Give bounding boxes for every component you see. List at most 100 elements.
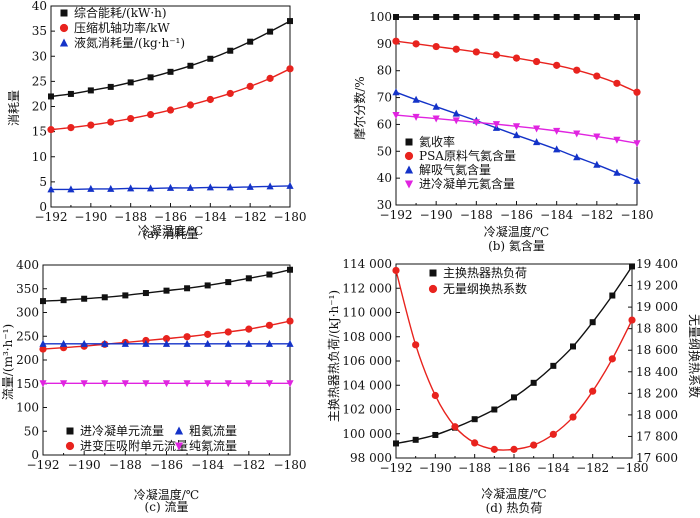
legend-label: 进冷凝单元流量 [80,423,164,438]
y2-tick-label: 19 000 [636,300,678,314]
data-point [451,423,459,431]
data-point [412,341,420,349]
data-point [59,380,68,388]
series-0 [393,14,640,20]
data-point [473,14,480,20]
y-tick-label: 30 [32,49,47,63]
data-point [39,345,47,353]
y-tick-label: 102 000 [342,403,392,417]
data-point [60,297,67,304]
data-point [452,109,460,117]
data-point [266,182,274,190]
chart-panel-d: −192 −190 −188 −186 −184 −182 −180 98 000 100 00… [327,257,700,515]
data-point [107,83,114,90]
y-tick-label: 112 000 [342,281,392,295]
x-tick-label: −192 [380,208,413,222]
x-tick-label: −184 [194,210,227,224]
data-point [452,45,460,53]
data-point [87,87,94,94]
data-point [491,406,498,413]
y-tick-label: 100 [16,401,39,415]
data-point [204,330,212,338]
y-tick-label: 50 [24,424,39,438]
data-point [204,282,211,289]
y-tick-label: 0 [39,200,47,214]
legend-marker [66,427,74,435]
data-point [142,290,149,297]
data-point [59,339,68,347]
data-point [226,183,234,191]
y-tick-label: 400 [16,258,39,272]
y-tick-label: 104 000 [342,378,392,392]
data-point [593,72,601,80]
data-point [226,89,234,98]
data-point [206,95,214,104]
data-point [512,131,521,139]
y-tick-label: 10 [32,150,47,164]
data-point [553,145,561,153]
data-point [227,47,234,54]
y-tick-label: 50 [377,144,392,158]
data-point [266,74,274,82]
data-point [532,138,541,146]
legend-label: 综合能耗/(kW·h) [74,5,167,20]
data-point [433,14,440,20]
data-point [107,184,115,192]
data-point [573,153,581,161]
data-point [392,266,400,275]
chart-panel-c: −192 −190 −188 −186 −184 −182 −180 0 50 100 150 200… [1,258,306,514]
data-point [553,61,561,69]
y-axis-label: 消耗量 [7,90,21,126]
data-point [549,430,557,438]
data-point [206,183,214,191]
x-tick-label: −192 [35,210,68,224]
y2-axis-label: 无量纲换热系数 [687,314,700,398]
data-point [493,14,500,20]
data-point [512,54,521,62]
y-tick-label: 300 [16,306,39,320]
data-point [633,176,641,184]
y-tick-label: 150 [16,377,39,391]
legend-marker [405,138,413,146]
data-point [432,42,440,51]
data-point [183,380,191,388]
x-tick-label: −188 [114,210,147,224]
legend-marker [59,23,69,33]
data-point [413,14,420,20]
y2-tick-label: 19 400 [636,257,678,271]
data-point [245,380,253,388]
data-point [224,339,232,347]
data-point [431,391,439,400]
chart-caption: (d) 热负荷 [486,501,543,515]
data-point [142,339,150,347]
series-line [50,68,291,131]
data-point [550,362,557,369]
data-point [286,380,294,388]
y2-tick-label: 17 800 [636,429,678,443]
data-point [492,51,501,59]
legend-marker [404,151,414,161]
data-point [569,413,577,421]
y-tick-label: 250 [16,329,39,343]
data-point [613,79,621,87]
x-tick-label: −188 [460,208,493,222]
data-point [67,185,75,193]
y-tick-label: 40 [377,171,392,185]
data-point [432,115,440,123]
data-point [265,321,274,329]
data-point [265,380,274,388]
data-point [573,130,581,138]
data-point [553,127,561,135]
legend-marker [174,426,184,435]
data-point [67,124,75,132]
data-point [593,133,601,141]
data-point [162,335,171,343]
legend-label: 进变压吸附单元流量 [80,438,188,453]
data-point [532,57,541,66]
data-point [121,380,129,388]
y-tick-label: 5 [39,175,47,189]
x-tick-label: −190 [68,458,101,472]
data-point [87,121,95,129]
data-point [392,37,400,45]
data-point [573,14,580,20]
